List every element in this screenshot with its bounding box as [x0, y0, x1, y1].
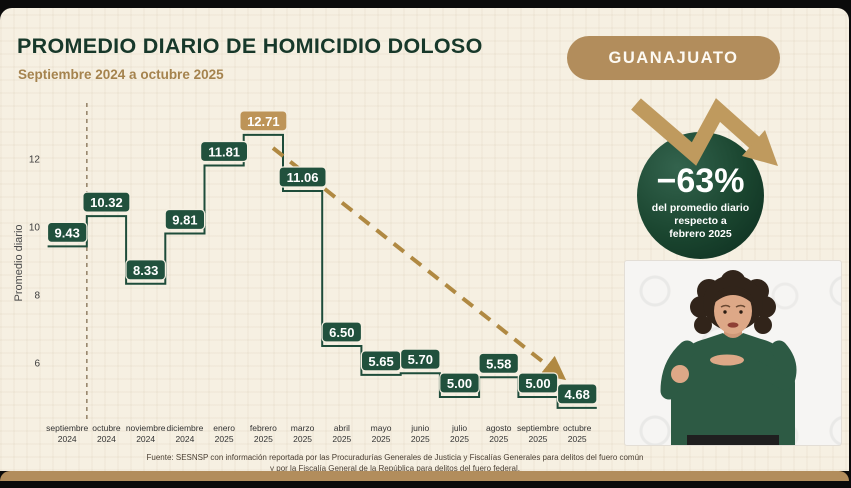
- source-line: y por la Fiscalía General de la Repúblic…: [270, 463, 520, 473]
- interpreter-forearm: [740, 356, 792, 390]
- interpreter-eye: [723, 310, 727, 314]
- value-badge: 5.00: [439, 372, 480, 394]
- page-title: PROMEDIO DIARIO DE HOMICIDIO DOLOSO: [17, 34, 483, 58]
- x-axis-month-label: julio 2025: [450, 423, 469, 444]
- interpreter-brow: [735, 304, 746, 308]
- svg-text:6.50: 6.50: [329, 325, 354, 340]
- sign-language-interpreter-video: [624, 260, 842, 446]
- value-badge: 8.33: [125, 259, 167, 281]
- value-badge: 4.68: [556, 383, 598, 405]
- value-badge: 5.70: [400, 348, 441, 370]
- svg-text:11.06: 11.06: [287, 170, 319, 185]
- x-axis-month-label: septiembre 2024: [46, 423, 88, 444]
- svg-text:8.33: 8.33: [133, 263, 158, 278]
- interpreter-torso: [671, 333, 795, 445]
- x-axis-month-label: diciembre 2024: [166, 423, 203, 444]
- source-line: Fuente: SESNSP con información reportada…: [146, 453, 644, 462]
- x-axis-month-label: marzo 2025: [291, 423, 315, 444]
- svg-text:11.81: 11.81: [208, 145, 240, 160]
- decline-arrow-icon: [631, 98, 778, 166]
- kpi-decrease-circle: −63% del promedio diario respecto a febr…: [637, 132, 764, 259]
- x-axis-month-label: agosto 2025: [486, 423, 512, 444]
- x-axis-month-label: junio 2025: [410, 423, 430, 444]
- interpreter-fist: [671, 365, 689, 383]
- state-badge: GUANAJUATO: [567, 36, 780, 80]
- value-badge: 5.00: [517, 372, 559, 394]
- slide: PROMEDIO DIARIO DE HOMICIDIO DOLOSO Sept…: [0, 8, 849, 473]
- value-badge: 10.32: [82, 191, 131, 213]
- x-axis-month-label: febrero 2025: [250, 423, 277, 444]
- y-tick-label: 10: [29, 223, 41, 234]
- interpreter-eye: [739, 310, 743, 314]
- svg-text:5.70: 5.70: [408, 352, 433, 367]
- kpi-desc-line: febrero 2025: [669, 228, 732, 241]
- interpreter-figure: [660, 270, 797, 445]
- value-badge: 5.58: [478, 352, 520, 374]
- value-badge: 11.81: [200, 140, 249, 163]
- svg-text:5.00: 5.00: [525, 376, 550, 391]
- x-axis-month-label: octubre 2024: [92, 423, 121, 444]
- bottom-accent-bar: [0, 471, 849, 481]
- svg-text:5.58: 5.58: [486, 356, 511, 371]
- interpreter-fringe: [712, 286, 754, 305]
- y-tick-label: 12: [29, 155, 41, 166]
- y-axis-label: Promedio diario: [13, 224, 25, 301]
- x-axis-month-label: mayo 2025: [371, 423, 392, 444]
- interpreter-brow: [720, 304, 731, 308]
- interpreter-lips: [727, 322, 739, 328]
- homicide-step-chart: 6 8 10 12 Promedio diario 9.43 10.32 8.33 9.81 11…: [13, 103, 598, 444]
- x-axis-month-label: enero 2025: [213, 423, 235, 444]
- value-badge: 9.43: [46, 221, 88, 243]
- interpreter-hand: [710, 354, 744, 366]
- value-badge: 6.50: [321, 321, 363, 343]
- kpi-value: −63%: [656, 162, 745, 200]
- source-note: Fuente: SESNSP con información reportada…: [70, 453, 720, 475]
- svg-text:5.65: 5.65: [368, 354, 393, 369]
- svg-text:9.43: 9.43: [55, 225, 80, 240]
- svg-text:12.71: 12.71: [247, 114, 280, 129]
- kpi-desc-line: del promedio diario: [651, 202, 750, 214]
- x-axis-month-label: octubre 2025: [563, 423, 592, 444]
- x-axis-month-label: septiembre 2025: [517, 423, 559, 444]
- interpreter-trousers: [687, 435, 779, 445]
- value-badge: 11.06: [278, 166, 327, 188]
- svg-text:9.81: 9.81: [172, 213, 197, 228]
- y-tick-label: 6: [34, 359, 40, 370]
- value-badge: 12.71: [239, 110, 288, 132]
- svg-text:5.00: 5.00: [447, 376, 472, 391]
- subtitle-date-range: Septiembre 2024 a octubre 2025: [18, 67, 224, 82]
- value-badge: 5.65: [360, 350, 402, 372]
- svg-text:4.68: 4.68: [565, 387, 590, 402]
- step-line: [47, 133, 597, 409]
- value-badge: 9.81: [164, 208, 206, 231]
- x-axis-month-label: abril 2025: [332, 423, 351, 444]
- trend-arrow: [271, 146, 567, 381]
- kpi-desc-line: respecto a: [674, 215, 727, 228]
- y-tick-label: 8: [34, 291, 40, 302]
- x-axis-month-label: noviembre 2024: [126, 423, 166, 444]
- interpreter-face: [714, 288, 752, 334]
- svg-text:10.32: 10.32: [90, 195, 123, 210]
